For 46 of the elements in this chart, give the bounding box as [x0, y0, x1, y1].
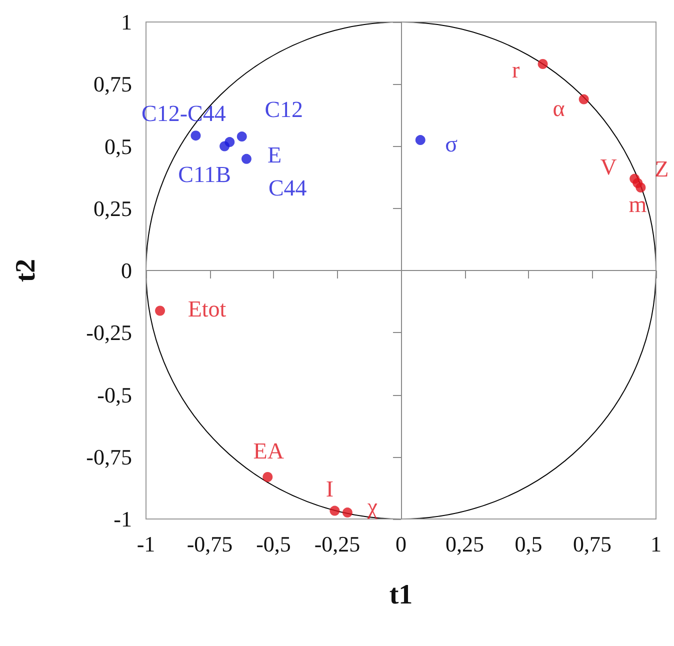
data-label: α [552, 96, 565, 121]
point [578, 94, 589, 104]
x-tick-label: 0,25 [446, 532, 484, 556]
data-label: C44 [268, 176, 308, 201]
y-tick-label: -0,25 [86, 320, 132, 346]
point [190, 130, 201, 141]
point [330, 506, 340, 516]
data-label: m [628, 192, 647, 217]
data-label: E [267, 142, 282, 168]
x-tick-label: 0,75 [573, 532, 612, 556]
point [636, 182, 646, 192]
point [236, 132, 247, 142]
y-tick-label: 0,25 [94, 196, 132, 221]
point [538, 59, 548, 69]
data-label: EA [253, 438, 284, 464]
data-label: C11B [178, 162, 231, 187]
point [224, 137, 235, 148]
data-label: C12 [264, 97, 304, 122]
x-tick-label: 0 [396, 532, 406, 556]
x-axis-title: t1 [389, 580, 413, 610]
x-tick-label: 0,5 [514, 532, 542, 556]
x-tick-label: -1 [136, 532, 156, 556]
y-tick-label: 0 [121, 258, 132, 283]
data-label: Etot [188, 296, 227, 322]
x-tick-label: -0,5 [256, 532, 291, 556]
x-tick-label: 1 [650, 532, 662, 556]
y-tick-label: -0,75 [86, 444, 132, 470]
data-label: I [326, 476, 334, 502]
point [262, 472, 273, 482]
x-tick-label: -0,25 [314, 532, 360, 556]
x-tick-label: -0,75 [186, 532, 233, 556]
data-label: σ [445, 132, 458, 157]
point [155, 306, 166, 316]
y-axis-title: t2 [10, 258, 42, 282]
y-tick-label: -1 [114, 506, 132, 532]
data-label: V [600, 154, 618, 180]
y-tick-label: 1 [121, 10, 132, 34]
point [241, 154, 252, 164]
data-label: Z [654, 156, 669, 182]
y-tick-label: 0,5 [104, 134, 132, 159]
y-tick-label: -0,5 [97, 382, 132, 408]
y-tick-label: 0,75 [94, 72, 132, 97]
data-label: χ [366, 494, 378, 520]
data-label: r [512, 57, 520, 82]
point [342, 508, 352, 518]
point [415, 135, 426, 146]
